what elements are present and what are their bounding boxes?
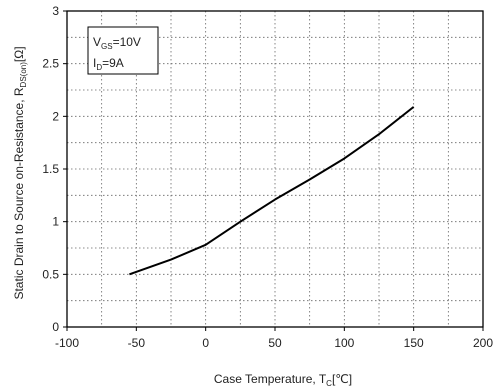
y-tick-label: 0.5 [42, 267, 59, 281]
y-tick-label: 1 [52, 215, 59, 229]
y-tick-label: 1.5 [42, 162, 59, 176]
annotation-id: ID=9A [93, 56, 124, 72]
x-tick-label: 200 [473, 336, 493, 350]
series-line [129, 106, 415, 276]
annotation-box [87, 26, 159, 75]
series-layer [129, 106, 415, 276]
x-tick-label: -50 [128, 336, 146, 350]
y-tick-labels: 0 0.5 1 1.5 2 2.5 3 [42, 4, 59, 334]
y-tick-label: 0 [52, 320, 59, 334]
y-tick-label: 2 [52, 109, 59, 123]
y-tick-label: 2.5 [42, 57, 59, 71]
x-tick-label: 0 [202, 336, 209, 350]
x-tick-labels: -100 -50 0 50 100 150 200 [55, 336, 493, 350]
x-axis-title: Case Temperature, TC[℃] [214, 372, 352, 388]
x-tick-label: 100 [334, 336, 354, 350]
x-tick-label: -100 [55, 336, 79, 350]
x-tick-label: 150 [404, 336, 424, 350]
annotation-vgs: VGS=10V [93, 35, 141, 51]
ticks [63, 10, 484, 331]
x-tick-label: 50 [268, 336, 282, 350]
y-tick-label: 3 [52, 4, 59, 18]
y-axis-title: Static Drain to Source on-Resistance, RD… [12, 46, 28, 299]
